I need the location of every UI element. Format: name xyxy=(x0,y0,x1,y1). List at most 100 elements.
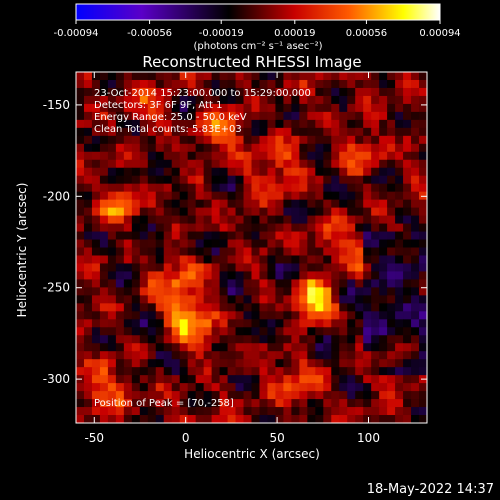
heatmap-cell xyxy=(267,231,276,240)
heatmap-cell xyxy=(307,127,316,137)
heatmap-cell xyxy=(387,351,396,360)
y-axis-label: Heliocentric Y (arcsec) xyxy=(15,183,29,318)
heatmap-cell xyxy=(259,319,268,328)
heatmap-cell xyxy=(219,415,228,423)
heatmap-cell xyxy=(395,375,404,384)
heatmap-cell xyxy=(76,119,85,129)
heatmap-cell xyxy=(347,311,356,320)
heatmap-cell xyxy=(83,375,93,384)
heatmap-cell xyxy=(395,303,404,312)
heatmap-cell xyxy=(211,311,220,320)
heatmap-cell xyxy=(171,327,181,336)
heatmap-cell xyxy=(363,383,372,392)
heatmap-cell xyxy=(403,207,412,216)
heatmap-cell xyxy=(203,263,213,272)
heatmap-cell xyxy=(323,239,332,248)
heatmap-cell xyxy=(299,223,308,232)
heatmap-cell xyxy=(347,279,356,288)
heatmap-cell xyxy=(147,391,157,400)
heatmap-cell xyxy=(99,375,109,384)
heatmap-cell xyxy=(83,231,93,240)
heatmap-cell xyxy=(379,135,388,145)
heatmap-cell xyxy=(355,311,364,320)
heatmap-cell xyxy=(91,103,101,113)
heatmap-cell xyxy=(83,343,93,352)
heatmap-cell xyxy=(419,127,427,137)
heatmap-cell xyxy=(371,223,380,232)
heatmap-cell xyxy=(203,375,213,384)
heatmap-cell xyxy=(203,79,213,89)
heatmap-cell xyxy=(107,239,117,248)
heatmap-cell xyxy=(355,247,364,256)
heatmap-cell xyxy=(91,95,101,105)
heatmap-cell xyxy=(91,239,101,248)
colorbar-tick-label: -0.00019 xyxy=(199,28,244,39)
heatmap-cell xyxy=(163,239,173,248)
heatmap-cell xyxy=(395,231,404,240)
heatmap-cell xyxy=(291,383,300,392)
heatmap-cell xyxy=(211,399,220,408)
heatmap-cell xyxy=(139,239,149,248)
heatmap-cell xyxy=(187,327,197,336)
heatmap-cell xyxy=(363,191,372,201)
heatmap-cell xyxy=(347,255,356,264)
heatmap-cell xyxy=(91,343,101,352)
heatmap-cell xyxy=(163,199,173,209)
x-tick-label: 100 xyxy=(357,431,380,445)
heatmap-cell xyxy=(235,351,244,360)
heatmap-cell xyxy=(403,367,412,376)
heatmap-cell xyxy=(123,279,133,288)
heatmap-cell xyxy=(155,287,165,296)
heatmap-cell xyxy=(147,175,157,185)
heatmap-cell xyxy=(283,135,292,145)
heatmap-cell xyxy=(219,319,228,328)
heatmap-cell xyxy=(147,327,157,336)
heatmap-cell xyxy=(419,303,427,312)
heatmap-cell xyxy=(219,399,228,408)
heatmap-cell xyxy=(123,119,133,129)
heatmap-cell xyxy=(291,119,300,129)
heatmap-cell xyxy=(419,407,427,416)
heatmap-cell xyxy=(83,95,93,105)
heatmap-cell xyxy=(355,239,364,248)
heatmap-cell xyxy=(307,183,316,193)
heatmap-cell xyxy=(283,375,292,384)
heatmap-cell xyxy=(355,335,364,344)
heatmap-cell xyxy=(99,279,109,288)
heatmap-cell xyxy=(411,143,420,153)
heatmap-cell xyxy=(299,95,308,105)
heatmap-cell xyxy=(99,319,109,328)
heatmap-cell xyxy=(371,271,380,280)
heatmap-cell xyxy=(355,279,364,288)
heatmap-cell xyxy=(339,175,348,185)
heatmap-cell xyxy=(283,167,292,177)
heatmap-cell xyxy=(267,79,276,89)
heatmap-cell xyxy=(171,183,181,193)
heatmap-cell xyxy=(115,175,125,185)
heatmap-cell xyxy=(235,319,244,328)
heatmap-cell xyxy=(171,223,181,232)
heatmap-cell xyxy=(299,415,308,423)
heatmap-cell xyxy=(419,287,427,296)
heatmap-cell xyxy=(227,327,236,336)
heatmap-cell xyxy=(403,335,412,344)
heatmap-cell xyxy=(235,287,244,296)
heatmap-cell xyxy=(83,199,93,209)
heatmap-cell xyxy=(91,183,101,193)
heatmap-cell xyxy=(107,359,117,368)
heatmap-cell xyxy=(227,383,236,392)
heatmap-cell xyxy=(235,415,244,423)
heatmap-cell xyxy=(291,367,300,376)
heatmap-cell xyxy=(355,159,364,169)
heatmap-cell xyxy=(315,207,324,216)
heatmap-cell xyxy=(163,135,173,145)
heatmap-cell xyxy=(331,383,340,392)
heatmap-cell xyxy=(243,183,252,193)
heatmap-cell xyxy=(76,247,85,256)
heatmap-cell xyxy=(227,391,236,400)
heatmap-cell xyxy=(155,143,165,153)
heatmap-cell xyxy=(411,191,420,201)
heatmap-cell xyxy=(307,383,316,392)
heatmap-cell xyxy=(227,351,236,360)
heatmap-cell xyxy=(355,399,364,408)
